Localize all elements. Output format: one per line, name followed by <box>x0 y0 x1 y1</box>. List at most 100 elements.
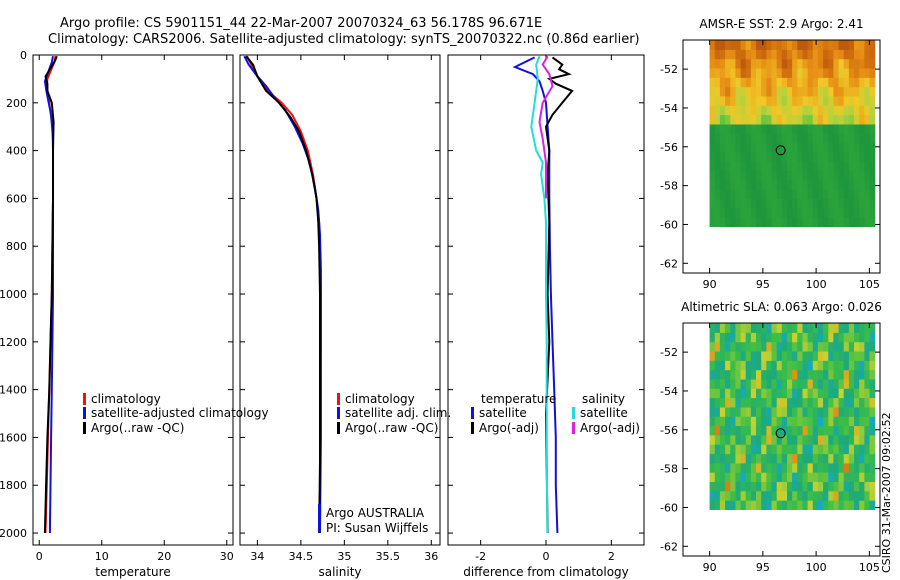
heatmap-cell <box>854 133 860 144</box>
heatmap-cell <box>735 341 742 352</box>
heatmap-cell <box>756 207 762 218</box>
heatmap-cell <box>823 40 829 50</box>
heatmap-cell <box>817 462 824 473</box>
heatmap-cell <box>859 378 865 389</box>
y-tick-label: -62 <box>660 257 678 270</box>
heatmap-cell <box>864 217 871 227</box>
argo-position-marker <box>775 145 786 156</box>
heatmap-cell <box>823 77 829 88</box>
heatmap-cell <box>771 472 778 482</box>
heatmap-cell <box>756 170 762 181</box>
map-panel-sst-map: AMSR-E SST: 2.9 Argo: 2.41 90 95 100 105 -52 -… <box>660 17 881 291</box>
heatmap-cell <box>859 462 865 473</box>
heatmap-cell <box>735 472 742 482</box>
heatmap-cell <box>761 217 767 227</box>
heatmap-cell <box>792 341 798 352</box>
heatmap-cell <box>756 198 762 209</box>
heatmap-cell <box>854 332 860 343</box>
heatmap-cell <box>854 189 860 199</box>
heatmap-cell <box>854 151 860 162</box>
heatmap-cell <box>792 351 798 361</box>
heatmap-cell <box>714 161 721 172</box>
heatmap-cell <box>761 77 767 88</box>
heatmap-cell <box>730 95 737 106</box>
heatmap-cell <box>725 198 731 209</box>
heatmap-cell <box>771 40 778 50</box>
heatmap-cell <box>792 369 798 380</box>
heatmap-cell <box>776 360 783 371</box>
heatmap-cell <box>812 207 819 218</box>
heatmap-cell <box>787 40 793 50</box>
heatmap-cell <box>817 351 824 361</box>
heatmap-cell <box>719 351 726 361</box>
heatmap-cell <box>776 114 783 125</box>
heatmap-cell <box>817 369 824 380</box>
heatmap-cell <box>766 369 773 380</box>
heatmap-cell <box>869 68 876 78</box>
heatmap-cell <box>719 453 726 464</box>
heatmap-cell <box>714 388 721 399</box>
heatmap-cell <box>869 95 876 106</box>
heatmap-cell <box>833 472 840 482</box>
heatmap-cell <box>854 462 860 473</box>
heatmap-cell <box>812 444 819 455</box>
heatmap-cell <box>854 68 860 78</box>
heatmap-cell <box>740 105 747 116</box>
heatmap-cell <box>843 397 850 408</box>
heatmap-cell <box>828 416 835 427</box>
heatmap-cell <box>838 397 845 408</box>
heatmap-cell <box>781 40 788 50</box>
heatmap-cell <box>833 406 840 417</box>
heatmap-cell <box>745 198 752 209</box>
heatmap-cell <box>781 105 788 116</box>
heatmap-cell <box>776 416 783 427</box>
heatmap-cell <box>745 481 752 492</box>
heatmap-cell <box>730 444 737 455</box>
heatmap-cell <box>745 95 752 106</box>
heatmap-cell <box>771 406 778 417</box>
heatmap-cell <box>750 378 757 389</box>
heatmap-cell <box>730 481 737 492</box>
heatmap-cell <box>781 133 788 144</box>
heatmap-cell <box>781 86 788 97</box>
heatmap-cell <box>812 86 819 97</box>
heatmap-cell <box>843 68 850 78</box>
heatmap-cell <box>735 444 742 455</box>
heatmap-cell <box>859 49 865 60</box>
heatmap-cell <box>807 49 814 60</box>
heatmap-cell <box>792 360 798 371</box>
y-tick-label: 0 <box>20 49 27 62</box>
heatmap-cell <box>792 434 798 445</box>
heatmap-cell <box>740 133 747 144</box>
heatmap-cell <box>817 481 824 492</box>
heatmap-cell <box>776 500 783 510</box>
heatmap-cell <box>761 123 767 134</box>
y-tick-label: 1600 <box>0 431 27 444</box>
heatmap-cell <box>802 189 809 199</box>
heatmap-cell <box>756 490 762 501</box>
heatmap-cell <box>766 207 773 218</box>
heatmap-cell <box>797 434 804 445</box>
heatmap-cell <box>802 95 809 106</box>
heatmap-cell <box>807 462 814 473</box>
heatmap-cell <box>761 397 767 408</box>
heatmap-cell <box>781 58 788 69</box>
heatmap-cell <box>797 481 804 492</box>
heatmap-cell <box>709 369 716 380</box>
heatmap-cell <box>802 444 809 455</box>
heatmap-cell <box>750 161 757 172</box>
heatmap-cell <box>869 217 876 227</box>
heatmap-cell <box>823 49 829 60</box>
heatmap-cell <box>745 123 752 134</box>
heatmap-cell <box>843 490 850 501</box>
heatmap-cell <box>817 453 824 464</box>
heatmap-cell <box>869 105 876 116</box>
x-tick-label: 100 <box>806 561 827 574</box>
heatmap-cell <box>725 500 731 510</box>
heatmap-cell <box>761 95 767 106</box>
heatmap-cell <box>719 77 726 88</box>
heatmap-cell <box>745 341 752 352</box>
heatmap-cell <box>725 397 731 408</box>
heatmap-cell <box>714 86 721 97</box>
heatmap-cell <box>792 161 798 172</box>
